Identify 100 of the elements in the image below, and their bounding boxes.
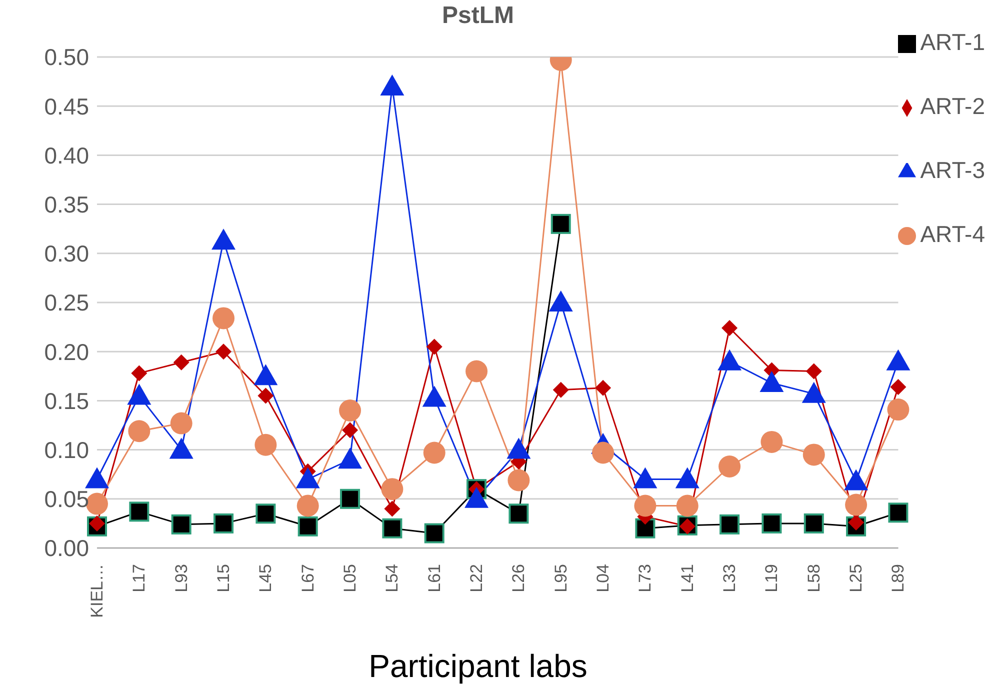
- point: [342, 422, 358, 438]
- y-tick-label: 0.20: [44, 338, 89, 365]
- x-tick-label: L95: [551, 564, 570, 592]
- point: [722, 320, 738, 336]
- point: [128, 420, 150, 442]
- x-tick-label: L04: [594, 564, 613, 592]
- point: [212, 228, 236, 250]
- point: [802, 444, 825, 466]
- point: [890, 378, 906, 395]
- point: [339, 400, 362, 422]
- point: [296, 494, 319, 517]
- point: [760, 371, 784, 392]
- point: [888, 502, 908, 523]
- x-tick-label: L67: [298, 564, 318, 592]
- legend-label: ART-3: [920, 157, 985, 183]
- point: [508, 504, 529, 524]
- y-tick-label: 0.15: [44, 388, 89, 414]
- y-tick-label: 0.45: [44, 93, 89, 120]
- point: [127, 384, 152, 405]
- x-tick-label: L25: [846, 564, 866, 592]
- point: [806, 363, 822, 380]
- point: [720, 514, 740, 534]
- point: [340, 488, 360, 509]
- legend-label: ART-1: [920, 29, 985, 55]
- x-tick-label: L05: [340, 564, 360, 592]
- point: [381, 478, 404, 500]
- x-tick-label: L73: [636, 564, 655, 592]
- point: [718, 455, 741, 478]
- point: [804, 513, 824, 534]
- point: [170, 412, 192, 434]
- point: [592, 442, 614, 464]
- point: [426, 338, 442, 355]
- legend-label: ART-2: [920, 93, 985, 119]
- point: [675, 467, 700, 488]
- point: [212, 307, 235, 330]
- x-tick-label: L19: [762, 564, 782, 592]
- x-tick-label: L26: [509, 564, 528, 592]
- point: [256, 504, 276, 524]
- point: [296, 467, 320, 488]
- point: [676, 494, 698, 517]
- y-tick-label: 0.35: [44, 191, 89, 218]
- point: [254, 364, 278, 386]
- point: [635, 518, 656, 538]
- point: [552, 382, 569, 398]
- point: [886, 349, 910, 370]
- point: [422, 386, 446, 407]
- point: [131, 365, 148, 382]
- x-tick-label: KIEL…: [88, 564, 106, 618]
- point: [129, 502, 150, 522]
- point: [760, 430, 783, 453]
- y-tick-label: 0.30: [44, 240, 89, 267]
- point: [214, 513, 234, 534]
- point: [85, 467, 109, 488]
- point: [423, 442, 446, 464]
- point: [380, 74, 404, 96]
- point: [844, 469, 868, 490]
- y-tick-label: 0.40: [44, 142, 89, 168]
- point: [169, 438, 194, 459]
- y-tick-label: 0.10: [44, 436, 89, 463]
- point: [802, 382, 826, 403]
- x-tick-label: L58: [804, 564, 824, 592]
- point: [171, 514, 192, 534]
- x-axis-title: Participant labs: [368, 648, 588, 685]
- point: [173, 354, 190, 370]
- point: [338, 448, 362, 469]
- y-tick-label: 0.00: [44, 535, 89, 562]
- point: [508, 469, 530, 492]
- point: [548, 290, 573, 312]
- x-tick-label: L33: [720, 564, 740, 592]
- point: [633, 467, 658, 488]
- x-tick-label: L54: [382, 564, 402, 592]
- point: [466, 360, 488, 382]
- chart-title: PstLM: [441, 2, 515, 30]
- point: [382, 518, 402, 538]
- point: [86, 492, 108, 515]
- legend-label: ART-4: [920, 221, 985, 247]
- x-tick-label: L45: [256, 564, 276, 592]
- point: [298, 516, 318, 536]
- point: [887, 398, 910, 421]
- point: [384, 500, 400, 517]
- point: [762, 513, 782, 534]
- point: [216, 344, 232, 360]
- point: [258, 388, 274, 404]
- point: [634, 494, 656, 517]
- point: [595, 380, 612, 396]
- x-tick-label: L17: [130, 564, 149, 592]
- point: [718, 349, 742, 370]
- point: [254, 434, 277, 456]
- point: [550, 214, 571, 234]
- x-tick-label: L22: [467, 564, 486, 592]
- point: [424, 523, 444, 544]
- x-tick-label: L61: [424, 564, 444, 592]
- point: [464, 486, 489, 508]
- x-tick-label: L41: [678, 564, 697, 592]
- x-tick-label: L89: [888, 564, 908, 592]
- y-tick-label: 0.05: [44, 486, 89, 512]
- y-tick-label: 0.25: [44, 290, 89, 316]
- point: [845, 494, 868, 516]
- x-tick-label: L15: [214, 564, 234, 592]
- point: [506, 438, 531, 459]
